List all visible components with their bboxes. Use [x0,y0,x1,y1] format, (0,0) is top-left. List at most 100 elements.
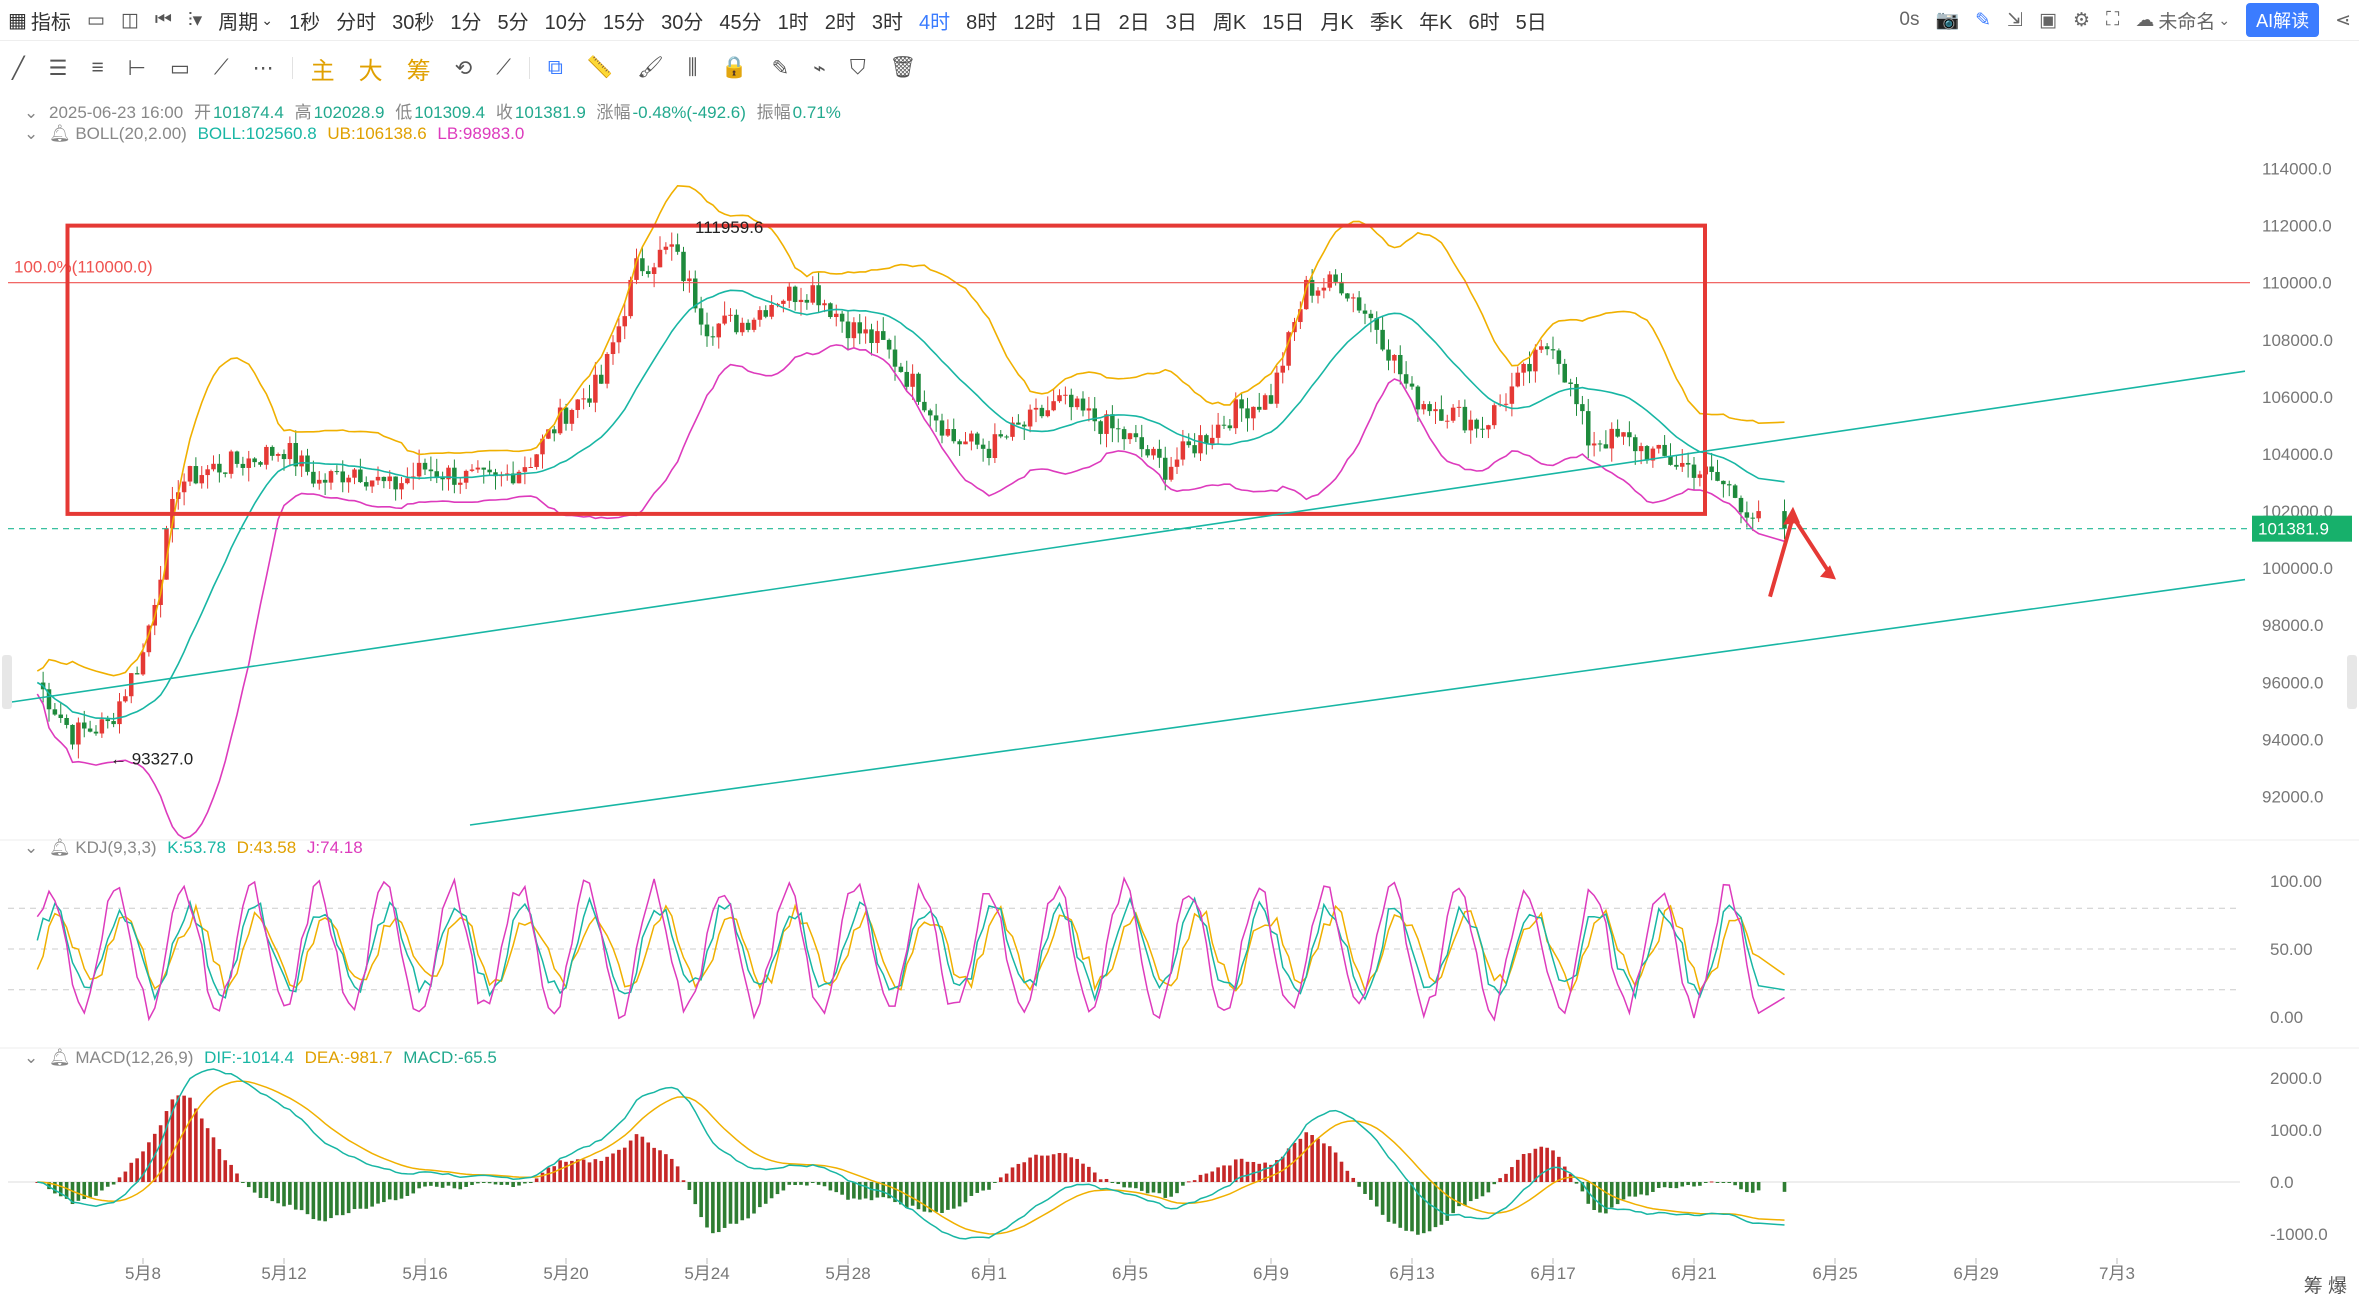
macd-bar [716,1182,721,1233]
candle-body [99,719,105,734]
fullscreen-icon[interactable]: ⛶ [2106,9,2120,30]
period-2[interactable]: 30秒 [392,11,435,34]
rect-tool-icon[interactable]: ▭ [170,56,190,80]
magnet-icon[interactable]: ⌁ [813,56,826,80]
shape-tool-icon[interactable]: ⟋ [213,56,229,79]
period-20[interactable]: 月K [1320,11,1354,34]
camera-icon[interactable]: 📷 [1935,10,1960,31]
chip-indicator-button[interactable]: 筹 [406,57,431,85]
period-7[interactable]: 30分 [661,11,704,34]
note-icon[interactable]: ✎ [771,56,790,80]
period-11[interactable]: 3时 [871,11,903,34]
line-tool-icon[interactable]: ╱ [12,56,25,80]
candle-body [669,244,674,247]
bell-icon[interactable]: 🔔︎ [48,124,71,143]
period-4[interactable]: 5分 [497,11,529,34]
bottom-right-tools[interactable]: 筹 爆 [2303,1276,2347,1297]
draw-icon[interactable]: ⟋ [496,56,511,79]
period-19[interactable]: 15日 [1262,11,1305,34]
period-17[interactable]: 3日 [1165,11,1197,34]
settings-icon[interactable]: ⚙ [2072,9,2090,31]
period-15[interactable]: 1日 [1071,11,1103,34]
candle-body [428,469,434,472]
replay-icon[interactable]: ⟲ [454,56,473,80]
period-8[interactable]: 45分 [719,11,762,34]
copy-icon[interactable]: ⧉ [547,56,563,79]
candle-body [1480,428,1485,430]
period-1[interactable]: 分时 [336,11,377,34]
period-23[interactable]: 6时 [1468,11,1500,34]
candle-body [898,366,904,372]
rewind-icon[interactable]: ⏮ [154,9,172,30]
big-indicator-button[interactable]: 大 [358,57,383,85]
lock-icon[interactable]: 🔒 [721,56,748,79]
export-icon[interactable]: ⇲ [2007,9,2023,31]
period-12[interactable]: 4时 [918,11,951,34]
period-10[interactable]: 2时 [824,11,856,34]
candle-body [904,371,909,387]
collapse-icon[interactable]: ⌄ [24,103,39,122]
period-18[interactable]: 周K [1212,11,1247,34]
calendar-icon[interactable]: ▭ [86,9,105,31]
period-9[interactable]: 1时 [777,11,809,34]
period-6[interactable]: 15分 [602,11,646,34]
ray-tool-icon[interactable]: ⊢ [127,56,147,80]
bell-icon[interactable]: 🔔︎ [48,1048,71,1067]
period-14[interactable]: 12时 [1013,11,1056,34]
macd-bar [575,1159,580,1182]
candle-body [751,319,757,330]
period-3[interactable]: 1分 [450,11,482,34]
macd-bar [570,1160,574,1182]
layout-icon[interactable]: ◫ [120,9,139,31]
brush-icon[interactable]: 🖌 [637,56,664,79]
parallel-tool-icon[interactable]: ≡ [91,56,104,79]
period-5[interactable]: 10分 [544,11,587,34]
cloud-save-button[interactable]: ☁ 未命名 ⌄ [2127,0,2238,40]
period-16[interactable]: 2日 [1118,11,1150,34]
macd-bar [934,1182,938,1212]
date-tick-label: 5月28 [825,1264,870,1283]
period-list: 1秒 分时 30秒 1分 5分 10分 15分 30分 45分 1时 2时 3时 4时 8时 12时 1日 2日… [281,0,1555,40]
trash-icon[interactable]: 🗑 [889,56,917,79]
candle-body [416,462,422,477]
ruler-icon[interactable]: 📏 [586,56,614,79]
macd-bar [429,1182,433,1186]
collapse-icon[interactable]: ⌄ [24,1048,39,1067]
period-13[interactable]: 8时 [966,11,998,34]
bell-icon[interactable]: 🔔︎ [48,838,71,857]
hline-tool-icon[interactable]: ☰ [48,56,68,80]
candle-body [1615,428,1620,437]
right-scroll-handle[interactable] [2347,655,2357,709]
candle-body [816,285,821,306]
macd-bar [364,1182,369,1209]
candle-body [1586,411,1591,446]
period-24[interactable]: 5日 [1515,11,1547,34]
collapse-icon[interactable]: ⌄ [24,124,39,143]
period-0[interactable]: 1秒 [288,11,321,34]
macd-bar [241,1182,245,1183]
indicators-button[interactable]: ▦ 指标 [0,0,79,40]
candle-body [822,303,827,306]
bars-icon[interactable]: ⫼ [687,56,698,79]
left-scroll-handle[interactable] [2,655,12,709]
macd-bar [1545,1147,1549,1182]
candle-body [1163,457,1168,480]
macd-legend: ⌄ 🔔︎ MACD(12,26,9) DIF:-1014.4 DEA:-981.… [24,1048,503,1068]
candle-body [975,433,980,445]
period-22[interactable]: 年K [1419,11,1453,34]
main-indicator-button[interactable]: 主 [310,57,335,85]
screen-icon[interactable]: ▣ [2039,9,2057,31]
more-tools-icon[interactable]: ⋯ [252,56,274,80]
period-dropdown[interactable]: 周期 ⌄ [210,0,281,40]
candle-type-icon[interactable]: ⫶▾ [187,9,203,31]
share-icon[interactable]: ⋖ [2335,9,2351,31]
ai-analysis-button[interactable]: AI解读 [2246,3,2320,37]
divider [291,57,293,79]
pen-icon[interactable]: ✎ [1975,9,1992,31]
macd-bar [846,1182,850,1200]
collapse-icon[interactable]: ⌄ [24,838,39,857]
candle-body [1450,407,1456,421]
period-21[interactable]: 季K [1369,11,1404,34]
filter-icon[interactable]: ⛉ [849,56,866,79]
